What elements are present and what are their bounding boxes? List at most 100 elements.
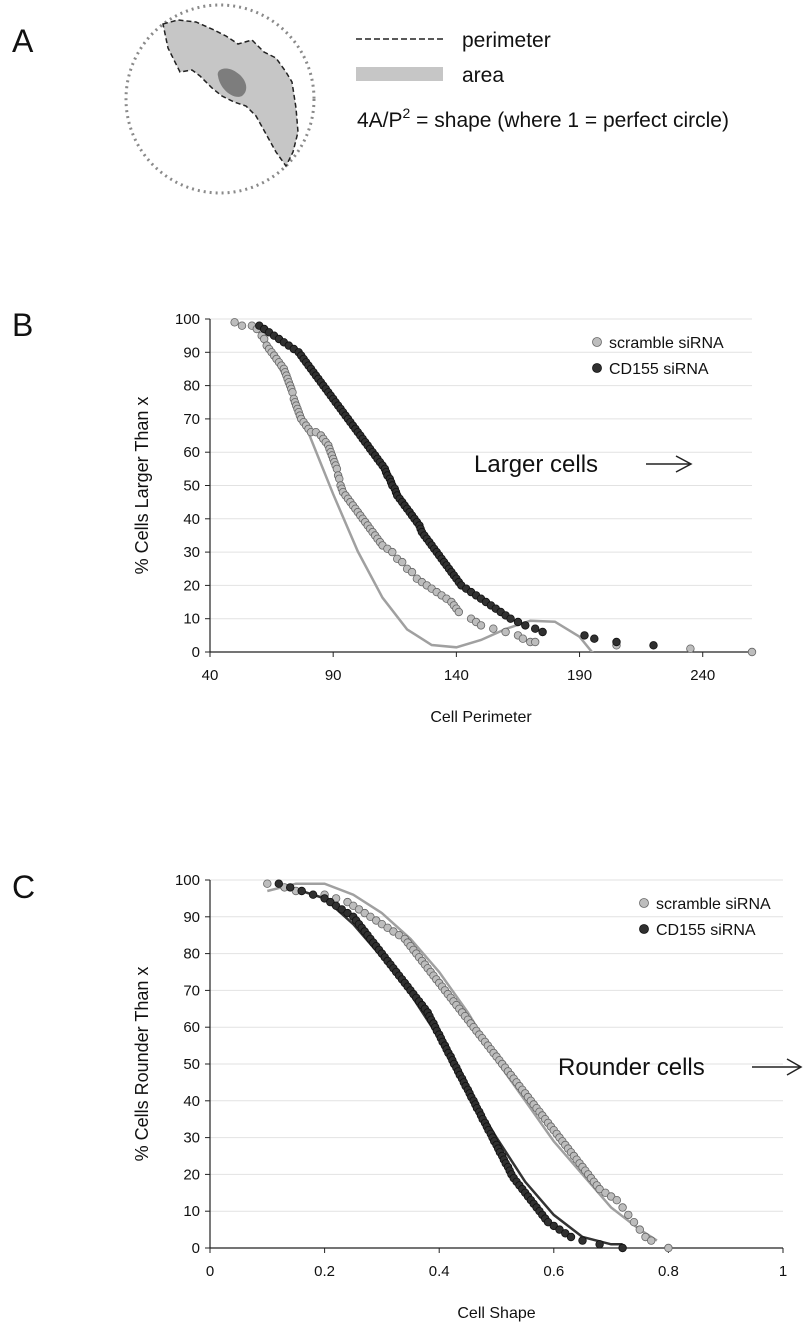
data-point bbox=[624, 1210, 633, 1220]
y-tick-label: 100 bbox=[175, 311, 200, 328]
data-point bbox=[686, 644, 695, 653]
panel-c-label: C bbox=[12, 869, 35, 905]
data-point bbox=[612, 1195, 621, 1205]
data-point bbox=[343, 908, 352, 918]
data-point bbox=[454, 607, 463, 617]
legend-marker bbox=[639, 898, 649, 908]
x-axis-label: Cell Shape bbox=[457, 1305, 535, 1322]
panel-a-label: A bbox=[12, 23, 34, 59]
data-point bbox=[618, 1203, 627, 1212]
data-point bbox=[388, 547, 397, 557]
data-point bbox=[335, 474, 344, 483]
data-point bbox=[297, 886, 306, 896]
data-point bbox=[555, 1225, 564, 1234]
legend-marker bbox=[592, 337, 602, 347]
data-point bbox=[649, 641, 658, 650]
chart-c: 0 10 20 30 40 50 60 70 80 90 100 0 0.2 0.4 0.6 0.8 1 Cell… bbox=[132, 872, 787, 1322]
data-point bbox=[566, 1232, 576, 1242]
data-point bbox=[230, 318, 239, 327]
data-point bbox=[647, 1236, 656, 1245]
y-tick-label: 50 bbox=[183, 1056, 200, 1073]
x-tick-label: 0.2 bbox=[314, 1263, 335, 1280]
data-point bbox=[531, 624, 540, 633]
x-tick-label: 240 bbox=[690, 667, 715, 684]
x-tick-label: 0.8 bbox=[658, 1263, 679, 1280]
y-tick-label: 70 bbox=[183, 411, 200, 428]
data-point bbox=[595, 1240, 604, 1249]
data-point bbox=[531, 637, 540, 647]
y-tick-label: 40 bbox=[183, 1093, 200, 1110]
y-tick-label: 20 bbox=[183, 577, 200, 594]
arrow-right-icon bbox=[752, 1058, 803, 1076]
data-point bbox=[518, 634, 528, 643]
y-tick-label: 0 bbox=[192, 1240, 200, 1257]
y-tick-label: 10 bbox=[183, 1203, 200, 1220]
data-point bbox=[489, 624, 498, 633]
larger-cells-annotation: Larger cells bbox=[474, 451, 598, 478]
y-tick-label: 20 bbox=[183, 1166, 200, 1183]
data-point bbox=[506, 614, 515, 623]
area-legend-swatch bbox=[356, 67, 443, 81]
data-point bbox=[747, 647, 757, 657]
y-axis-label: % Cells Larger Than x bbox=[132, 397, 152, 575]
legend-label: CD155 siRNA bbox=[656, 922, 756, 939]
data-point bbox=[263, 879, 272, 888]
y-tick-label: 10 bbox=[183, 611, 200, 628]
data-point bbox=[595, 1184, 604, 1194]
data-point bbox=[476, 621, 486, 630]
rounder-cells-annotation: Rounder cells bbox=[558, 1054, 705, 1081]
y-tick-label: 80 bbox=[183, 378, 200, 395]
data-point bbox=[274, 879, 283, 888]
data-point bbox=[513, 617, 523, 627]
trend-line bbox=[266, 882, 658, 1242]
legend-label: scramble siRNA bbox=[609, 335, 724, 352]
y-tick-label: 100 bbox=[175, 872, 200, 889]
cell-nucleus-shape bbox=[217, 68, 247, 97]
y-tick-label: 90 bbox=[183, 909, 200, 926]
data-point bbox=[366, 912, 375, 921]
x-tick-label: 0.6 bbox=[543, 1263, 564, 1280]
legend-label: CD155 siRNA bbox=[609, 361, 709, 378]
panel-c: C 0 10 20 30 40 50 60 70 80 90 100 0 0.2 0.4 0.6 0.8 1 Ce… bbox=[12, 869, 803, 1322]
x-tick-label: 1 bbox=[779, 1263, 787, 1280]
panel-b: B 0 10 20 30 40 50 60 70 80 90 100 40 90 140 190 240 Cel… bbox=[12, 307, 757, 726]
data-point bbox=[383, 923, 392, 932]
y-tick-label: 30 bbox=[183, 1130, 200, 1147]
legend-label: scramble siRNA bbox=[656, 896, 771, 913]
area-legend-label: area bbox=[462, 64, 504, 87]
x-tick-label: 40 bbox=[202, 667, 219, 684]
data-point bbox=[407, 567, 417, 577]
data-point bbox=[521, 621, 530, 630]
data-point bbox=[343, 897, 352, 907]
x-tick-label: 0.4 bbox=[429, 1263, 450, 1280]
panel-a: A perimeter area 4A/P2 = shape (where 1 … bbox=[12, 3, 729, 195]
data-point bbox=[612, 637, 621, 647]
data-point bbox=[578, 1236, 587, 1245]
chart-b: 0 10 20 30 40 50 60 70 80 90 100 40 90 140 190 240 Cell … bbox=[132, 311, 757, 726]
y-tick-label: 30 bbox=[183, 544, 200, 561]
y-tick-label: 90 bbox=[183, 344, 200, 361]
data-point bbox=[237, 321, 247, 330]
data-point bbox=[538, 627, 547, 637]
perimeter-legend-label: perimeter bbox=[462, 29, 551, 52]
y-tick-label: 60 bbox=[183, 1019, 200, 1036]
data-point bbox=[664, 1243, 673, 1253]
legend-marker bbox=[592, 363, 602, 373]
y-axis-label: % Cells Rounder Than x bbox=[132, 967, 152, 1162]
data-point bbox=[308, 890, 318, 899]
data-point bbox=[326, 897, 335, 907]
legend-marker bbox=[639, 924, 649, 934]
data-point bbox=[618, 1243, 627, 1253]
y-tick-label: 50 bbox=[183, 478, 200, 495]
y-tick-label: 60 bbox=[183, 444, 200, 461]
x-axis-label: Cell Perimeter bbox=[430, 709, 532, 726]
x-tick-label: 90 bbox=[325, 667, 342, 684]
panel-b-label: B bbox=[12, 307, 33, 343]
data-point bbox=[398, 557, 407, 567]
y-tick-label: 70 bbox=[183, 982, 200, 999]
data-point bbox=[501, 627, 510, 637]
shape-formula: 4A/P2 = shape (where 1 = perfect circle) bbox=[357, 105, 729, 132]
data-point bbox=[590, 634, 599, 643]
x-tick-label: 0 bbox=[206, 1263, 214, 1280]
